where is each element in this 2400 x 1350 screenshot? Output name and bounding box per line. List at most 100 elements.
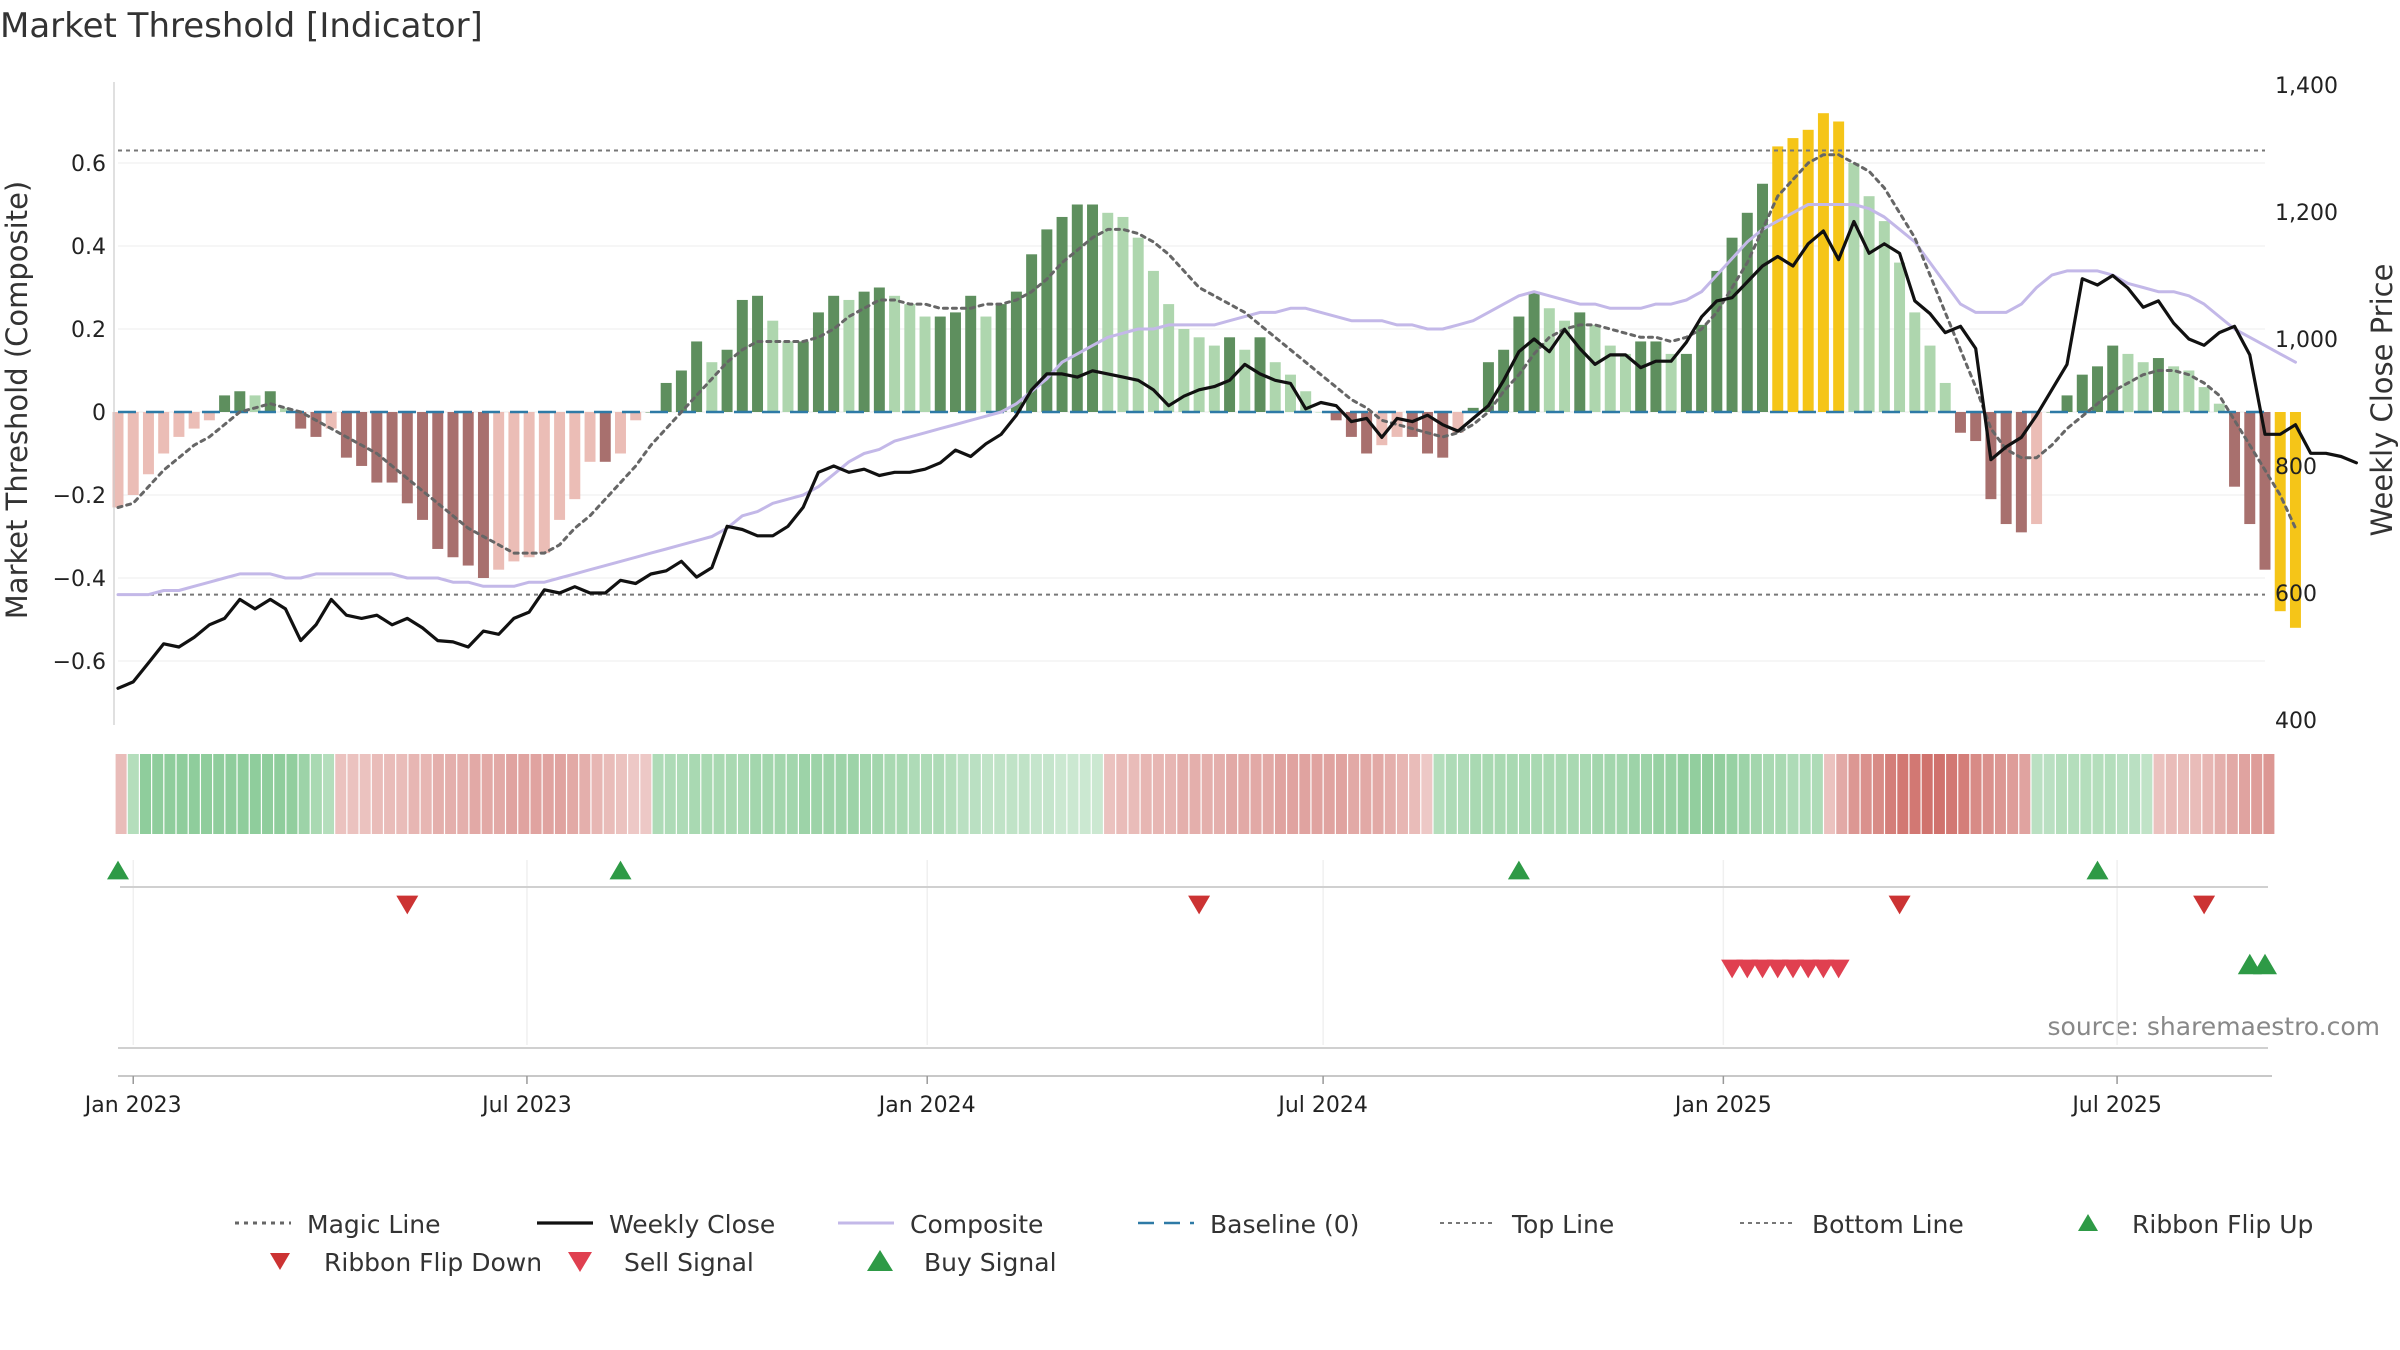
histogram-bar — [1635, 341, 1647, 412]
histogram-bar — [691, 341, 703, 412]
histogram-bar — [2289, 412, 2301, 628]
histogram-bar — [1300, 391, 1312, 412]
ribbon-cell — [786, 754, 798, 834]
ribbon-cell — [371, 754, 383, 834]
histogram-bar — [752, 295, 764, 412]
histogram-bar — [1909, 312, 1921, 412]
ribbon-cell — [933, 754, 945, 834]
ribbon-cell — [957, 754, 969, 834]
ribbon — [115, 754, 2275, 834]
histogram-bar — [1437, 412, 1449, 458]
histogram-bar — [995, 304, 1007, 412]
ribbon-cell — [213, 754, 225, 834]
ribbon-cell — [127, 754, 139, 834]
histogram-bar — [2183, 370, 2195, 412]
sell-signal-marker — [1797, 959, 1820, 979]
ribbon-cell — [2043, 754, 2055, 834]
ribbon-cell — [384, 754, 396, 834]
ribbon-cell — [921, 754, 933, 834]
histogram-bar — [2244, 412, 2256, 525]
left-tick-label: 0.4 — [71, 235, 106, 260]
ribbon-cell — [1238, 754, 1250, 834]
ribbon-cell — [1653, 754, 1665, 834]
ribbon-cell — [1384, 754, 1396, 834]
ribbon-cell — [750, 754, 762, 834]
ribbon-cell — [2214, 754, 2226, 834]
grid-layer — [118, 162, 2268, 1049]
ribbon-flip-up-marker — [1507, 860, 1530, 880]
histogram-bar — [340, 412, 352, 458]
ribbon-cell — [2007, 754, 2019, 834]
ribbon-cell — [506, 754, 518, 834]
x-axis: Jan 2023 Jul 2023 Jan 2024 Jul 2024 Jan 2025… — [83, 1075, 2272, 1118]
ribbon-cell — [1140, 754, 1152, 834]
legend-item: Magic Line — [235, 1210, 441, 1239]
histogram-bar — [219, 395, 231, 412]
ribbon-flip-down-marker — [396, 895, 419, 915]
right-tick-label: 600 — [2275, 582, 2317, 607]
histogram-bar — [1010, 291, 1022, 412]
ribbon-cell — [1946, 754, 1958, 834]
histogram-bar — [1589, 324, 1601, 412]
axes: 0.6 0.4 0.2 0 −0.2 −0.4 −0.6 1,400 1,200 1,000 800… — [0, 74, 2399, 734]
histogram-bar — [280, 407, 291, 412]
histogram-bar — [2015, 412, 2027, 533]
histogram-bar — [1696, 324, 1708, 412]
ribbon-cell — [689, 754, 701, 834]
histogram-bar — [249, 395, 261, 412]
histogram-bar — [1284, 374, 1296, 412]
histogram-bar — [1848, 163, 1860, 412]
histogram-bar — [2198, 387, 2210, 412]
histogram-bar — [1787, 138, 1799, 412]
histogram-bar — [2076, 374, 2088, 412]
histogram-bar — [843, 299, 855, 412]
ribbon-cell — [2129, 754, 2141, 834]
histogram-bar — [356, 412, 368, 466]
ribbon-cell — [1897, 754, 1909, 834]
histogram-bar — [950, 312, 961, 412]
histogram-bar — [1772, 146, 1784, 412]
legend-label: Bottom Line — [1812, 1210, 1964, 1239]
ribbon-flip-up-marker — [107, 860, 129, 880]
ribbon-cell — [518, 754, 530, 834]
ribbon-cell — [1006, 754, 1018, 834]
ribbon-cell — [1116, 754, 1128, 834]
ribbon-cell — [1787, 754, 1799, 834]
ribbon-cell — [1335, 754, 1347, 834]
ribbon-cell — [1531, 754, 1543, 834]
ribbon-cell — [2092, 754, 2104, 834]
histogram-bar — [386, 412, 398, 483]
ribbon-cell — [1811, 754, 1823, 834]
ribbon-cell — [176, 754, 188, 834]
histogram-bar — [782, 341, 794, 412]
legend-item: Ribbon Flip Up — [2078, 1210, 2313, 1239]
ribbon-cell — [1323, 754, 1335, 834]
ribbon-cell — [615, 754, 627, 834]
ribbon-cell — [2226, 754, 2238, 834]
histogram-bar — [1330, 412, 1342, 421]
ribbon-cell — [1885, 754, 1897, 834]
legend-item: Top Line — [1440, 1210, 1614, 1239]
ribbon-cell — [2153, 754, 2165, 834]
ribbon-cell — [1043, 754, 1055, 834]
histogram-bar — [462, 412, 474, 566]
legend-label: Composite — [910, 1210, 1043, 1239]
ribbon-cell — [994, 754, 1006, 834]
ribbon-cell — [676, 754, 688, 834]
histogram-bar — [2274, 412, 2286, 612]
histogram-bar — [523, 412, 535, 558]
x-tick-label: Jan 2023 — [83, 1093, 182, 1118]
histogram-bar — [1361, 412, 1373, 454]
histogram-bar — [1391, 412, 1403, 437]
ribbon-cell — [1091, 754, 1103, 834]
source-note: source: sharemaestro.com — [2047, 1012, 2381, 1041]
left-axis-title: Market Threshold (Composite) — [0, 181, 34, 619]
histogram-bar — [1741, 212, 1753, 412]
histogram-bar — [797, 341, 809, 412]
legend-label: Ribbon Flip Up — [2132, 1210, 2313, 1239]
histogram-bar — [1224, 337, 1236, 412]
ribbon-cell — [1738, 754, 1750, 834]
ribbon-cell — [1287, 754, 1299, 834]
ribbon-cell — [1909, 754, 1921, 834]
histogram-bar — [295, 412, 307, 429]
